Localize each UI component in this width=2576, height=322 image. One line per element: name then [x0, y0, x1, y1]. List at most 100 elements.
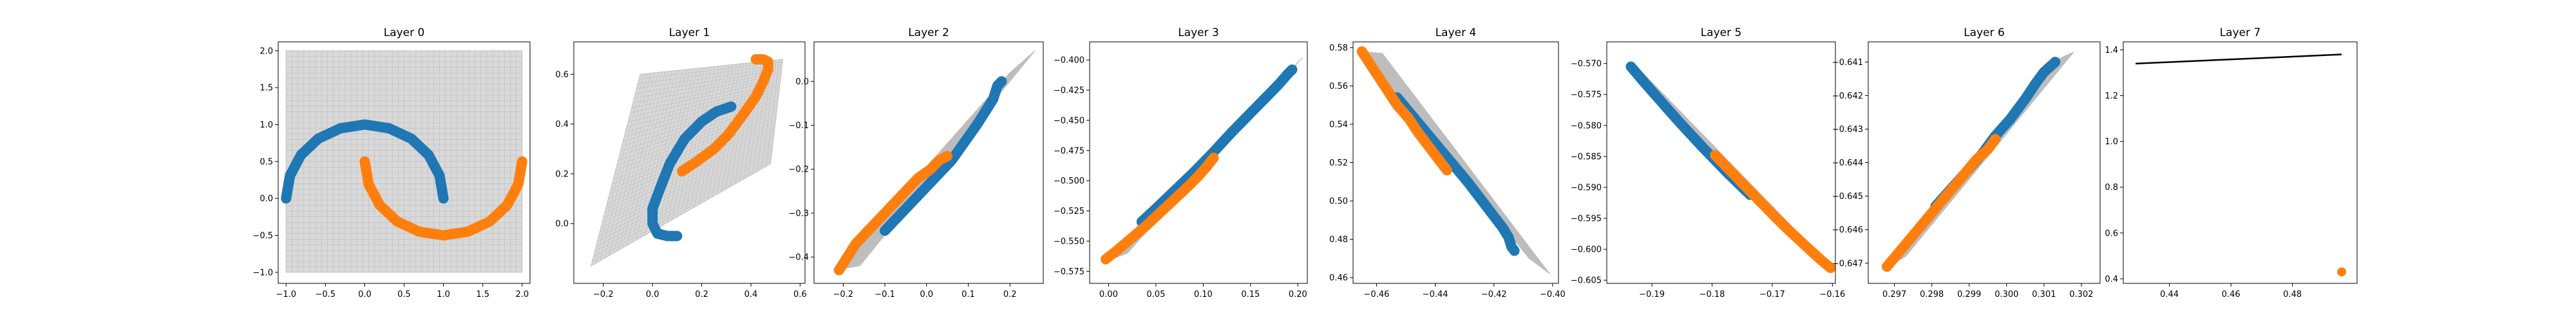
y-tick-label: 0.4: [555, 120, 569, 129]
data-point: [439, 194, 448, 204]
data-point: [913, 191, 923, 200]
y-tick-label: −0.642: [1832, 91, 1863, 101]
data-point: [1287, 65, 1297, 75]
subplot-title: Layer 7: [2220, 26, 2261, 39]
data-point: [709, 144, 719, 154]
x-tick-label: −0.5: [316, 290, 336, 299]
x-tick-label: 0.05: [1146, 290, 1165, 299]
subplot-title: Layer 4: [1435, 26, 1477, 39]
x-tick-label: 0.0: [920, 290, 933, 299]
y-tick-label: −0.575: [1054, 267, 1084, 277]
y-tick-label: 0.46: [1329, 274, 1348, 283]
data-point: [502, 200, 512, 210]
x-tick-label: 0.00: [1099, 290, 1118, 299]
data-point: [463, 227, 473, 236]
data-point: [517, 156, 527, 166]
subplot-title: Layer 6: [1964, 26, 2005, 39]
x-tick-label: 0.10: [1194, 290, 1213, 299]
y-tick-label: 0.50: [1329, 197, 1348, 207]
data-point: [1170, 194, 1180, 204]
data-point: [360, 156, 370, 166]
data-point: [2005, 114, 2015, 124]
x-tick-label: 0.48: [2283, 290, 2302, 299]
axes-frame: [1089, 41, 1308, 284]
x-tick-label: 0.0: [358, 290, 372, 299]
y-tick-label: 0.8: [2105, 183, 2118, 193]
data-point: [392, 216, 402, 226]
y-tick-label: −0.605: [1571, 276, 1602, 286]
data-point: [739, 109, 748, 119]
data-point: [1662, 103, 1672, 113]
data-point: [2032, 77, 2041, 87]
x-tick-label: 0.4: [744, 290, 758, 299]
y-tick-label: −0.550: [1054, 237, 1084, 247]
y-tick-label: 0.0: [795, 77, 809, 87]
decision-line: [2136, 53, 2342, 65]
x-tick-label: 0.1: [961, 290, 975, 299]
x-tick-label: 0.44: [2160, 290, 2179, 299]
y-tick-label: 0.2: [555, 169, 569, 179]
y-tick-label: −0.575: [1571, 90, 1602, 100]
data-point: [842, 252, 852, 262]
data-point: [1747, 187, 1756, 197]
data-point: [763, 64, 773, 74]
data-point: [1734, 175, 1744, 185]
data-point: [652, 229, 662, 238]
x-tick-label: 0.6: [793, 290, 807, 299]
data-point: [285, 171, 295, 180]
data-point: [414, 227, 424, 236]
x-tick-label: 0.299: [1957, 290, 1981, 299]
data-point: [296, 150, 306, 160]
data-point: [1650, 90, 1660, 99]
x-tick-label: −0.44: [1423, 290, 1448, 299]
y-tick-label: −0.647: [1832, 259, 1863, 269]
data-point: [679, 134, 689, 144]
data-point: [1710, 151, 1720, 160]
data-point: [751, 55, 761, 64]
y-tick-label: 1.4: [2105, 46, 2118, 55]
data-point: [435, 171, 444, 180]
data-point: [648, 204, 658, 213]
subplot-title: Layer 5: [1701, 26, 1742, 39]
plot-area: [590, 54, 784, 267]
y-tick-label: 1.2: [2105, 91, 2118, 101]
y-tick-label: −0.525: [1054, 207, 1084, 216]
x-tick-label: 0.302: [2069, 290, 2093, 299]
data-point: [406, 134, 416, 144]
data-point: [1698, 143, 1708, 153]
data-point: [759, 77, 768, 86]
data-point: [665, 159, 674, 169]
data-point: [712, 107, 721, 117]
data-point: [424, 150, 433, 160]
y-tick-label: −0.643: [1832, 125, 1863, 135]
data-point: [1916, 222, 1926, 231]
data-point: [1383, 87, 1393, 97]
plot-area: [1101, 57, 1303, 265]
data-point: [1686, 130, 1696, 140]
subplot-layer-5: Layer 5 −0.19 −0.18 −0.17 −0.16 −0.570 −0.575 −…: [1571, 26, 1845, 299]
data-point: [384, 124, 394, 133]
data-point: [1201, 163, 1211, 172]
data-point: [485, 216, 495, 226]
data-point: [1128, 232, 1137, 242]
y-tick-label: −0.400: [1054, 56, 1084, 66]
data-point: [1477, 196, 1487, 205]
y-tick-label: −0.570: [1571, 59, 1602, 69]
x-tick-label: 1.0: [437, 290, 450, 299]
y-tick-label: −0.475: [1054, 146, 1084, 156]
subplot-layer-0: Layer 0 −1.0 −0.5 0.0 0.5 1.0 1.5 2.0 −1.0 −0.5 0.…: [252, 26, 531, 299]
y-tick-label: −0.590: [1571, 183, 1602, 193]
data-point: [1826, 263, 1835, 272]
y-tick-label: −0.641: [1832, 58, 1863, 68]
plot-area: [1882, 52, 2074, 272]
y-tick-label: −0.3: [788, 209, 809, 218]
data-point: [1938, 194, 1948, 204]
data-point: [375, 200, 384, 210]
y-tick-label: 1.0: [260, 120, 273, 130]
x-tick-label: 0.298: [1920, 290, 1944, 299]
y-tick-label: 0.0: [260, 194, 273, 204]
plot-area: [281, 50, 527, 273]
y-tick-label: −0.450: [1054, 116, 1084, 126]
y-tick-label: 2.0: [260, 46, 273, 56]
data-point: [1498, 223, 1508, 232]
